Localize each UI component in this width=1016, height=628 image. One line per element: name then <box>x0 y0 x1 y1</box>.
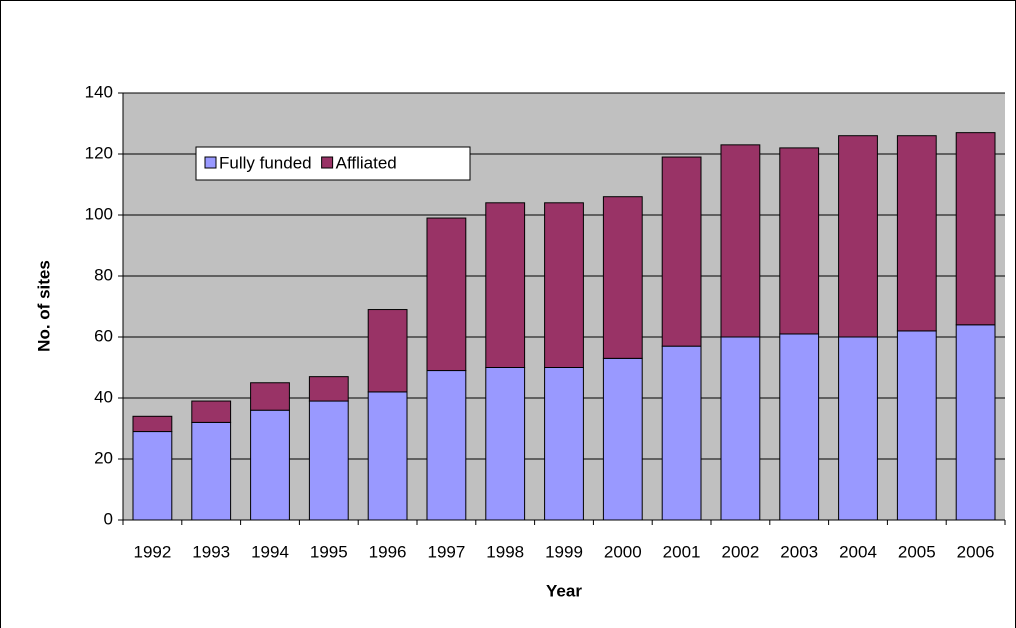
x-tick-label: 2003 <box>780 542 818 561</box>
x-tick-label: 1998 <box>486 542 524 561</box>
bar <box>191 421 232 521</box>
bar <box>191 400 232 423</box>
bar <box>896 135 937 332</box>
x-tick-label: 1993 <box>192 542 230 561</box>
bar <box>602 196 643 359</box>
legend-label: Fully funded <box>219 153 312 172</box>
x-tick-label: 1997 <box>427 542 465 561</box>
x-tick-label: 1995 <box>310 542 348 561</box>
x-axis-title: Year <box>546 581 582 600</box>
bar <box>838 135 878 338</box>
bar <box>779 147 820 335</box>
x-tick-label: 1994 <box>251 542 289 561</box>
bar <box>955 324 996 521</box>
bar <box>661 345 702 521</box>
x-tick-label: 1996 <box>369 542 407 561</box>
legend-swatch <box>321 156 334 169</box>
bar <box>955 132 996 326</box>
legend-box <box>195 146 471 181</box>
bar <box>367 309 408 393</box>
y-axis-title: No. of sites <box>34 260 53 352</box>
bar <box>308 376 349 402</box>
bar <box>132 431 173 521</box>
bar <box>485 202 526 368</box>
y-tick-label: 80 <box>94 265 113 284</box>
bar <box>544 202 584 368</box>
bar <box>602 357 643 521</box>
x-tick-label: 2001 <box>663 542 701 561</box>
x-tick-label: 2000 <box>604 542 642 561</box>
bar <box>250 409 290 521</box>
bar <box>485 367 526 521</box>
x-tick-label: 2006 <box>957 542 995 561</box>
bar <box>426 370 467 521</box>
x-tick-label: 2004 <box>839 542 877 561</box>
y-tick-label: 0 <box>104 509 113 528</box>
x-tick-label: 2002 <box>721 542 759 561</box>
bar <box>426 217 467 372</box>
y-tick-label: 60 <box>94 326 113 345</box>
bar <box>308 400 349 521</box>
legend-label: Affliated <box>336 153 397 172</box>
bar <box>544 367 584 521</box>
bar <box>720 336 761 521</box>
bar <box>720 144 761 338</box>
x-tick-label: 1992 <box>133 542 171 561</box>
x-tick-label: 1999 <box>545 542 583 561</box>
bar <box>896 330 937 521</box>
x-tick-label: 2005 <box>898 542 936 561</box>
y-tick-label: 140 <box>85 82 113 101</box>
bar <box>779 333 820 521</box>
bar <box>661 156 702 347</box>
bar <box>250 382 290 411</box>
legend-swatch <box>204 156 217 169</box>
y-tick-label: 120 <box>85 143 113 162</box>
bar <box>132 415 173 433</box>
bar <box>838 336 878 521</box>
y-tick-label: 20 <box>94 448 113 467</box>
y-tick-label: 100 <box>85 204 113 223</box>
bar <box>367 391 408 521</box>
y-tick-label: 40 <box>94 387 113 406</box>
